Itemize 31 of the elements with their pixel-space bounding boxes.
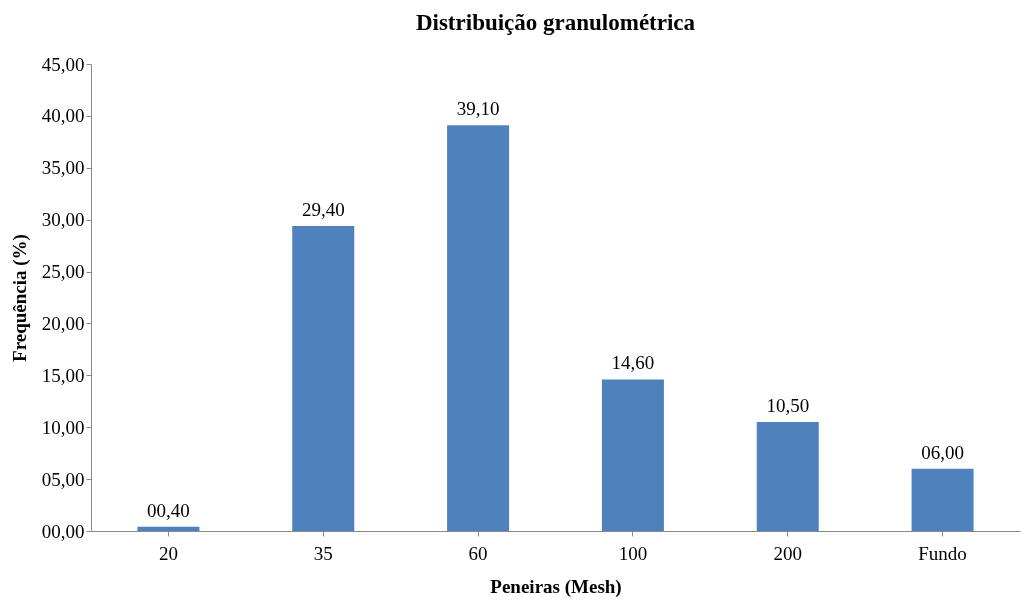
x-tick-label: 60	[468, 542, 488, 564]
y-tick-label: 00,00	[41, 520, 85, 542]
data-label: 10,50	[766, 395, 810, 417]
bar	[137, 526, 200, 531]
bar	[447, 125, 510, 531]
chart-title: Distribuição granulométrica	[415, 10, 696, 35]
x-tick-label: 200	[773, 542, 802, 564]
y-tick-label: 45,00	[41, 53, 85, 75]
y-tick-label: 25,00	[41, 261, 85, 283]
x-tick-label: 20	[158, 542, 178, 564]
x-tick-label: Fundo	[918, 542, 967, 564]
data-label: 00,40	[147, 499, 190, 521]
x-tick-label: 100	[618, 542, 648, 564]
data-label: 14,60	[611, 352, 655, 374]
y-axis-title: Frequência (%)	[8, 234, 31, 362]
x-axis-title: Peneiras (Mesh)	[490, 575, 622, 598]
y-tick-label: 35,00	[41, 157, 85, 179]
bar	[601, 379, 664, 531]
data-label: 39,10	[456, 98, 500, 120]
bar	[911, 468, 974, 531]
bar	[756, 422, 819, 531]
bar	[292, 225, 355, 531]
x-tick-label: 35	[313, 542, 333, 564]
data-label: 06,00	[921, 441, 964, 463]
y-tick-label: 30,00	[41, 209, 85, 231]
y-tick-label: 20,00	[41, 312, 85, 334]
y-tick-label: 15,00	[41, 364, 85, 386]
y-tick-label: 05,00	[41, 468, 85, 490]
y-tick-label: 40,00	[41, 105, 85, 127]
data-label: 29,40	[301, 198, 345, 220]
y-tick-label: 10,00	[41, 416, 85, 438]
